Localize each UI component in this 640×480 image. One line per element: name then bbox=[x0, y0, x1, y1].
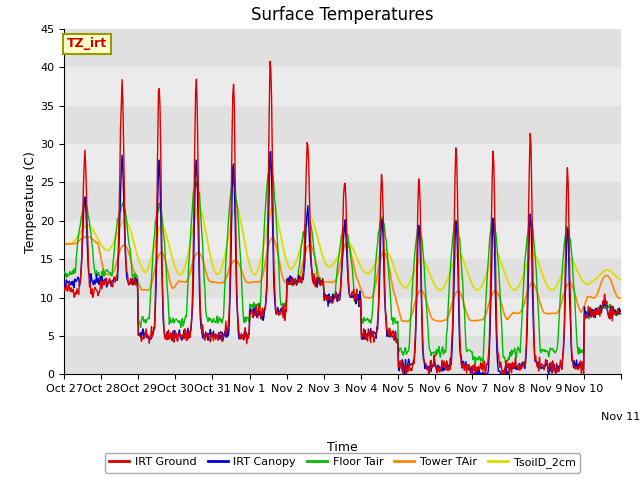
X-axis label: Time: Time bbox=[327, 441, 358, 454]
Bar bbox=[64, 106, 621, 144]
Bar bbox=[64, 259, 621, 298]
Bar bbox=[64, 67, 621, 106]
Bar bbox=[64, 336, 621, 374]
Bar bbox=[64, 221, 621, 259]
Y-axis label: Temperature (C): Temperature (C) bbox=[24, 151, 37, 252]
Bar bbox=[64, 29, 621, 67]
Legend: IRT Ground, IRT Canopy, Floor Tair, Tower TAir, TsoilD_2cm: IRT Ground, IRT Canopy, Floor Tair, Towe… bbox=[105, 453, 580, 472]
Bar bbox=[64, 182, 621, 221]
Bar bbox=[64, 298, 621, 336]
Title: Surface Temperatures: Surface Temperatures bbox=[251, 6, 434, 24]
Text: TZ_irt: TZ_irt bbox=[67, 37, 107, 50]
Bar bbox=[64, 144, 621, 182]
